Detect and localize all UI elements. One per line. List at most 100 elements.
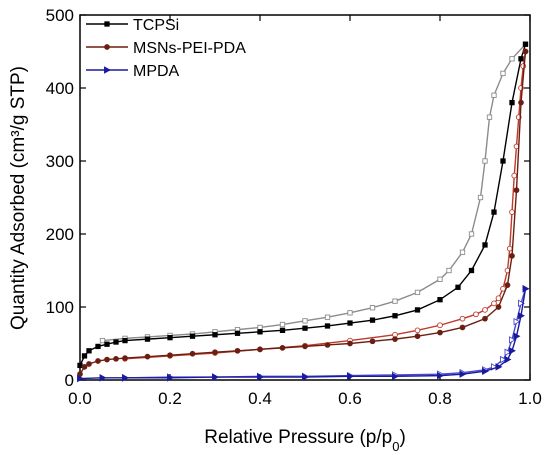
data-point	[347, 372, 354, 381]
y-axis-title: Quantity Adsorbed (cm³/g STP)	[8, 66, 29, 330]
data-point	[279, 321, 286, 328]
data-point	[257, 329, 263, 335]
data-point	[518, 312, 525, 320]
data-point	[212, 349, 218, 356]
data-point	[212, 332, 218, 338]
data-point	[522, 48, 529, 55]
data-point	[392, 298, 398, 304]
data-point	[302, 373, 309, 381]
legend-marker	[104, 44, 110, 50]
series-line-desorption	[124, 51, 527, 360]
data-point	[81, 353, 88, 359]
data-point	[324, 314, 331, 320]
data-point	[369, 317, 376, 323]
data-point	[513, 332, 521, 340]
data-point	[86, 348, 92, 354]
series-2	[77, 284, 530, 383]
data-point	[511, 172, 518, 179]
data-point	[459, 370, 467, 378]
data-point	[513, 187, 520, 194]
data-point	[167, 374, 174, 382]
data-point	[482, 315, 488, 322]
data-point	[144, 336, 151, 342]
data-point	[257, 324, 263, 331]
legend: TCPSi MSNs-PEI-PDA MPDA	[86, 17, 246, 80]
legend-label: TCPSi	[133, 17, 179, 34]
data-point	[347, 340, 353, 347]
data-point	[473, 311, 479, 318]
x-tick-label: 0.0	[68, 389, 92, 408]
data-point	[504, 348, 512, 357]
series-layer	[77, 41, 530, 383]
data-point	[495, 295, 502, 302]
data-point	[95, 343, 101, 350]
data-point	[122, 374, 129, 382]
data-point	[437, 371, 444, 380]
data-point	[482, 367, 489, 375]
data-point	[369, 305, 376, 311]
data-point	[77, 362, 83, 369]
data-point	[509, 347, 516, 355]
y-tick-label: 100	[46, 298, 74, 317]
data-point	[392, 313, 398, 319]
data-point	[77, 374, 84, 383]
data-point	[509, 209, 515, 215]
data-point	[437, 276, 443, 282]
data-point	[509, 56, 515, 62]
data-point	[504, 282, 511, 288]
data-point	[279, 345, 286, 351]
legend-marker	[104, 66, 111, 74]
data-point	[414, 307, 421, 313]
data-point	[257, 346, 263, 353]
data-point	[113, 339, 119, 345]
y-tick-label: 400	[46, 79, 74, 98]
data-point	[504, 355, 512, 364]
data-point	[495, 304, 502, 310]
data-point	[324, 342, 331, 348]
data-point	[437, 297, 443, 303]
data-point	[414, 327, 421, 334]
y-tick-label: 300	[46, 152, 74, 171]
data-point	[509, 253, 515, 259]
y-tick-label: 500	[46, 6, 74, 25]
x-tick-label: 0.6	[338, 389, 362, 408]
data-point	[482, 242, 488, 248]
data-point	[509, 99, 515, 106]
data-point	[518, 99, 524, 106]
data-point	[167, 352, 173, 359]
series-line-desorption	[124, 288, 527, 379]
series-line-adsorption	[79, 288, 527, 380]
data-point	[257, 373, 264, 381]
data-point	[113, 355, 119, 362]
data-point	[189, 333, 196, 339]
data-point	[437, 329, 443, 336]
data-point	[506, 245, 513, 252]
y-tick-label: 0	[65, 371, 74, 390]
y-tick-label: 200	[46, 225, 74, 244]
data-point	[414, 333, 421, 340]
data-point	[324, 323, 331, 329]
data-point	[144, 353, 151, 360]
data-point	[518, 56, 524, 62]
data-point	[482, 307, 488, 313]
data-point	[212, 373, 219, 381]
data-point	[491, 300, 497, 307]
data-point	[392, 336, 398, 342]
data-point	[522, 284, 530, 293]
data-point	[459, 315, 466, 322]
data-point	[99, 337, 106, 344]
series-1	[77, 48, 529, 378]
data-point	[104, 356, 110, 363]
data-point	[491, 209, 497, 215]
data-point	[99, 374, 107, 382]
data-point	[392, 372, 399, 381]
data-point	[81, 364, 88, 370]
x-tick-label: 1.0	[518, 389, 542, 408]
data-point	[468, 231, 475, 237]
data-point	[302, 318, 308, 324]
data-point	[347, 310, 353, 316]
x-tick-label: 0.8	[428, 389, 452, 408]
legend-marker	[104, 21, 110, 27]
data-point	[122, 337, 128, 344]
